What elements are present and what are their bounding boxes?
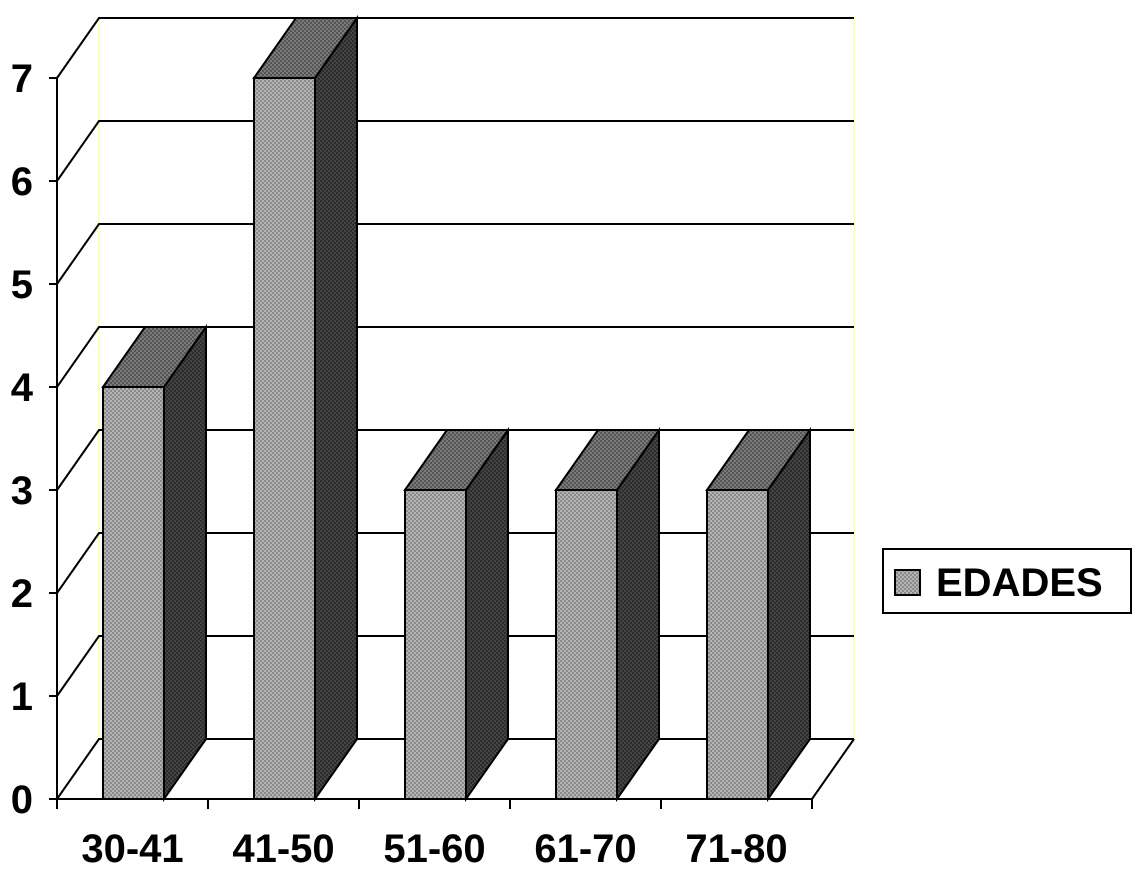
bar-side bbox=[616, 426, 660, 803]
bar-side bbox=[465, 426, 509, 803]
bar bbox=[554, 426, 661, 803]
bar-front bbox=[404, 489, 467, 800]
gridline bbox=[56, 223, 854, 285]
bars bbox=[101, 14, 812, 803]
y-tick-label: 6 bbox=[11, 160, 33, 204]
bar-side bbox=[163, 323, 207, 803]
y-tick-label: 7 bbox=[11, 57, 33, 101]
legend-swatch bbox=[894, 569, 921, 596]
x-tick-label: 61-70 bbox=[534, 827, 636, 871]
x-tick-label: 51-60 bbox=[383, 827, 485, 871]
bar bbox=[101, 323, 208, 803]
bar bbox=[705, 426, 812, 803]
y-tick-label: 4 bbox=[11, 366, 34, 410]
y-tick-label: 0 bbox=[11, 778, 33, 822]
y-tick-label: 2 bbox=[11, 572, 33, 616]
bar bbox=[252, 14, 359, 803]
bar bbox=[403, 426, 510, 803]
x-tick-label: 30-41 bbox=[81, 827, 183, 871]
gridline bbox=[56, 326, 854, 388]
legend-box bbox=[882, 548, 1132, 614]
gridline bbox=[56, 17, 854, 79]
y-tick-label: 5 bbox=[11, 263, 33, 307]
x-tick-label: 41-50 bbox=[232, 827, 334, 871]
bar-front bbox=[555, 489, 618, 800]
y-axis-ticks: 0 1 2 3 4 5 6 7 bbox=[11, 57, 57, 822]
legend: EDADES bbox=[882, 548, 1132, 614]
gridline bbox=[56, 120, 854, 182]
x-tick-label: 71-80 bbox=[685, 827, 787, 871]
bar-front bbox=[706, 489, 769, 800]
legend-label: EDADES bbox=[936, 561, 1103, 605]
x-axis-ticks: 30-41 41-50 51-60 61-70 71-80 bbox=[56, 799, 813, 871]
y-tick-label: 1 bbox=[11, 675, 33, 719]
bar-front bbox=[102, 386, 165, 800]
y-tick-label: 3 bbox=[11, 469, 33, 513]
bar-front bbox=[253, 77, 316, 800]
bar-side bbox=[767, 426, 811, 803]
floor-right-edge bbox=[811, 738, 855, 800]
bar-side bbox=[314, 14, 358, 803]
